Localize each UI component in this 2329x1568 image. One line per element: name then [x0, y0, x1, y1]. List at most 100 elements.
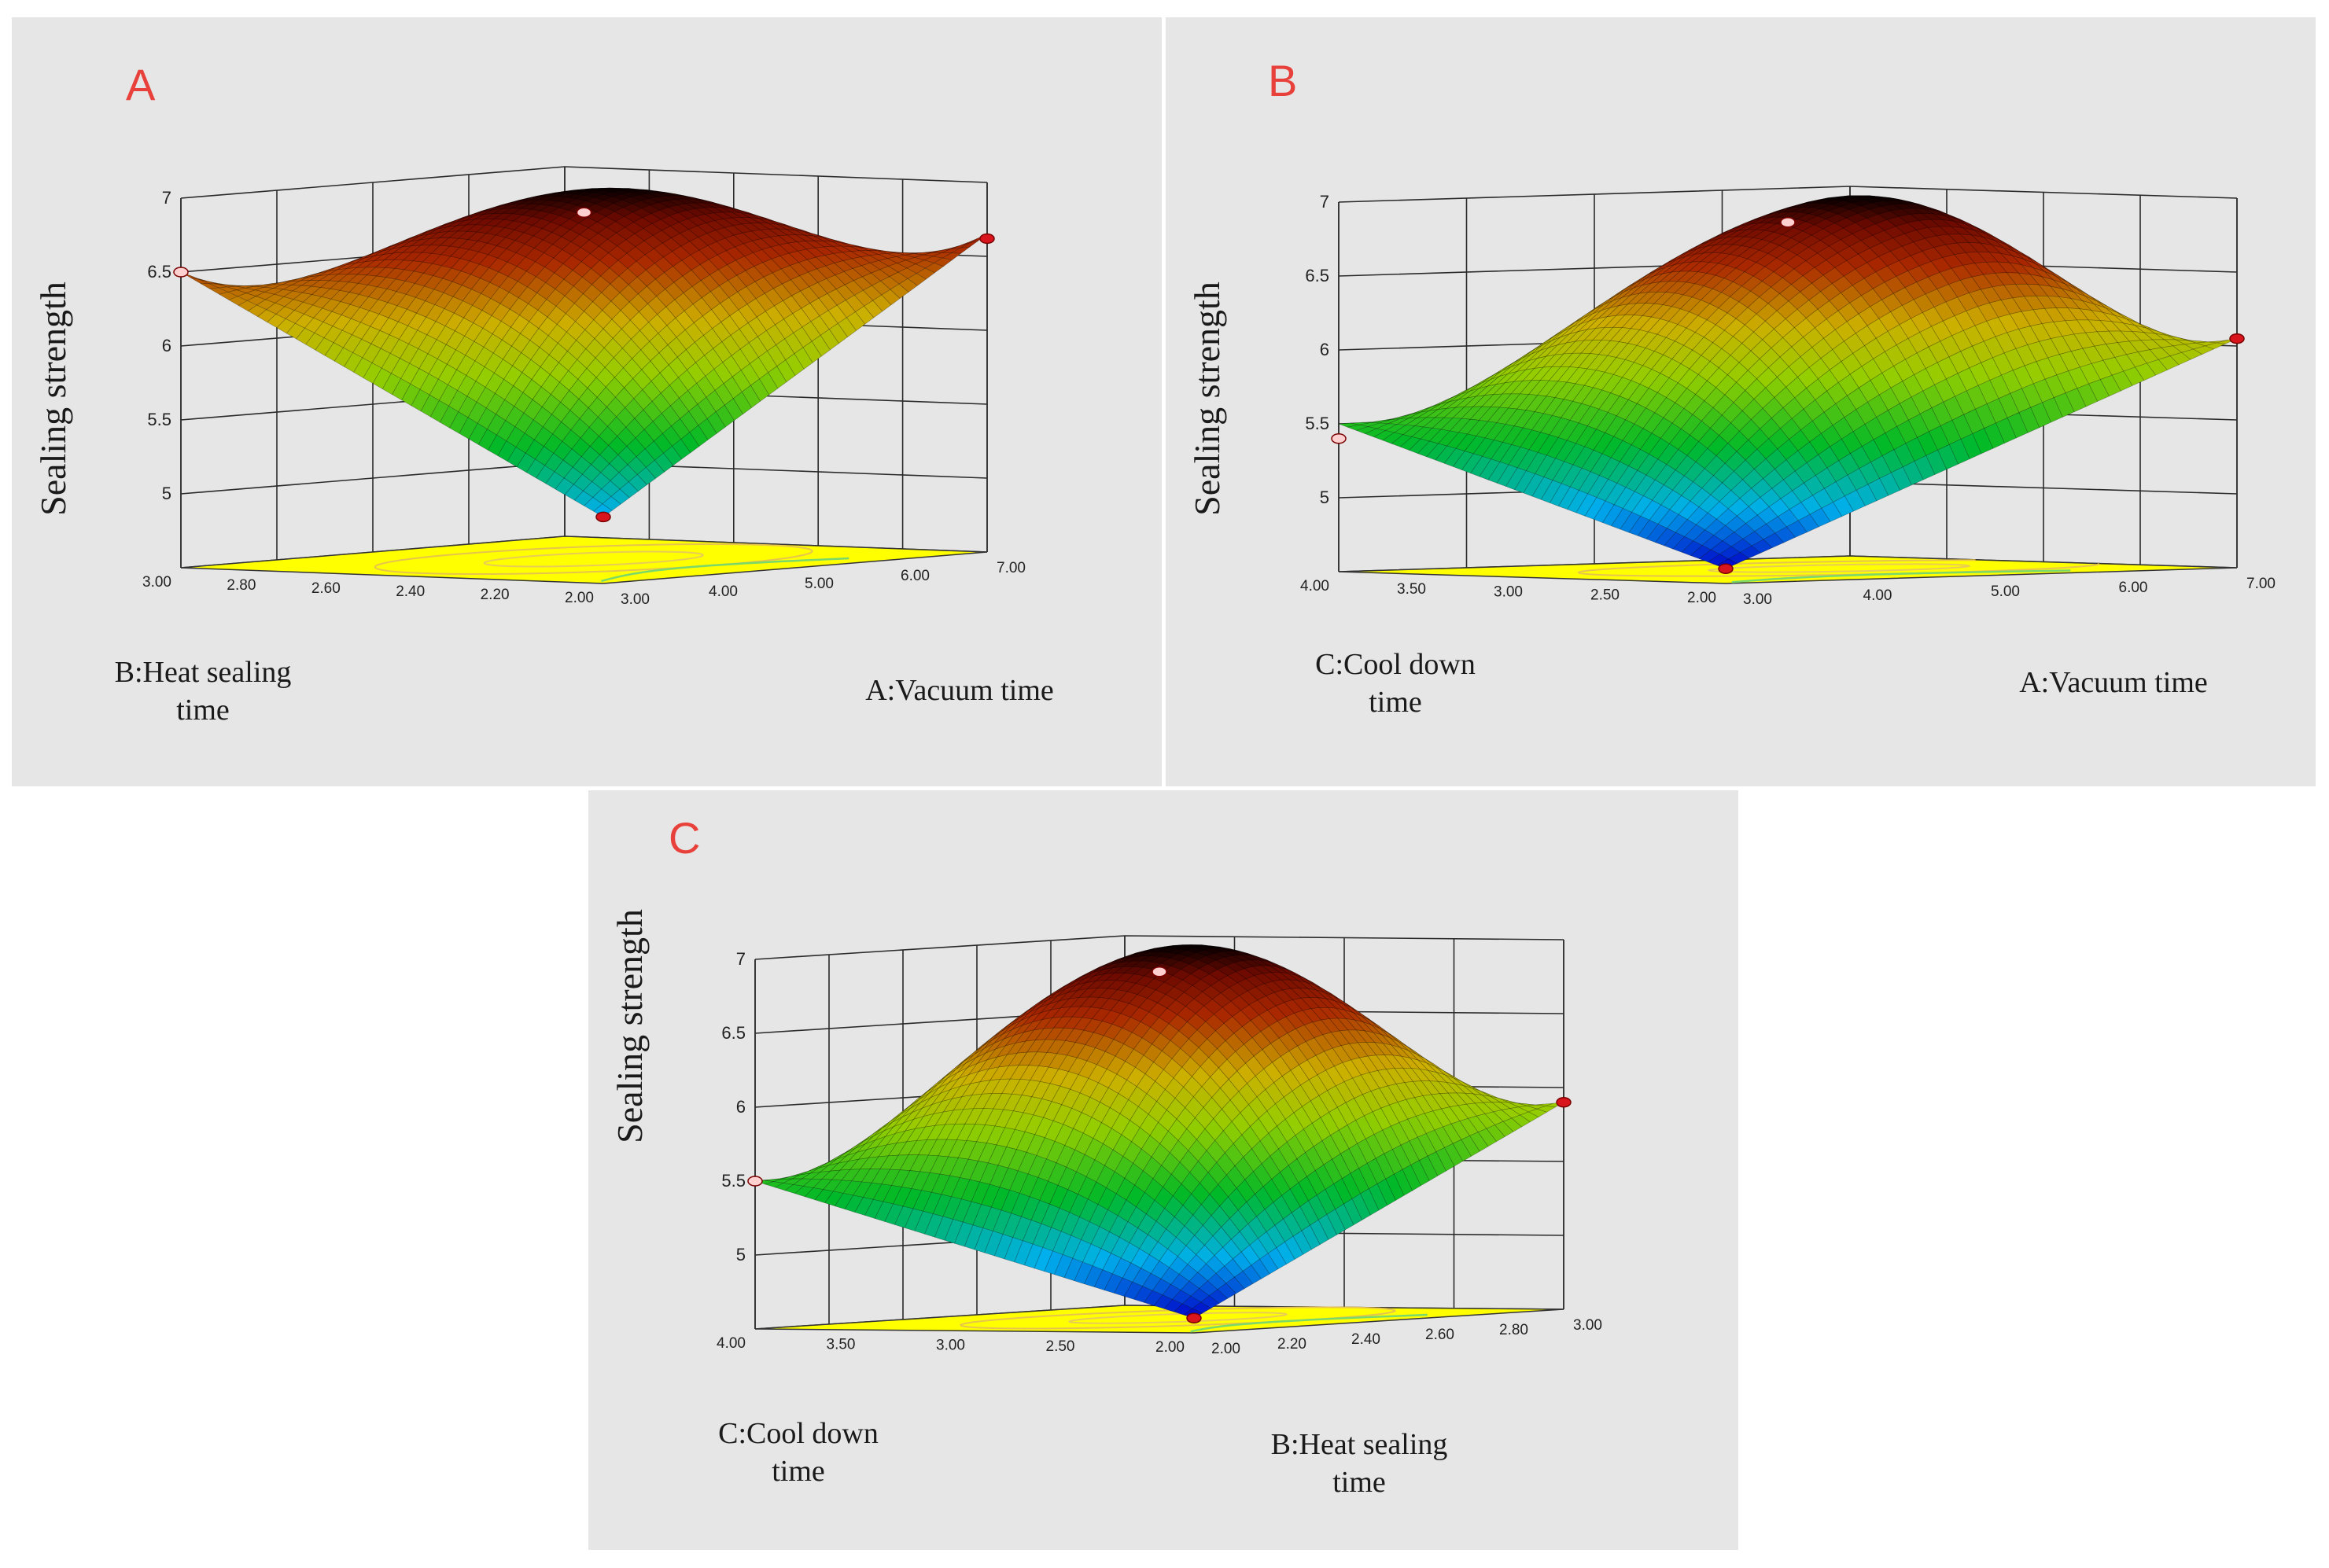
surface-cell: [1624, 278, 1645, 293]
surface-cell: [1802, 202, 1823, 208]
surface-cell: [1844, 490, 1866, 512]
surface-cell: [1734, 229, 1757, 237]
surface-cell: [1017, 1004, 1037, 1018]
surface-cell: [275, 296, 294, 307]
z-tick-label: 5: [162, 484, 171, 503]
surface-cell: [408, 329, 428, 349]
surface-cell: [1604, 315, 1626, 328]
surface-cell: [374, 248, 392, 256]
surface-cell: [2070, 348, 2092, 368]
surface-cell: [1675, 519, 1697, 537]
surface-cell: [1679, 261, 1701, 272]
surface-cell: [417, 316, 437, 336]
surface-cell: [1893, 359, 1914, 382]
surface-cell: [1654, 464, 1676, 485]
surface-cell: [555, 190, 575, 194]
surface-cell: [1694, 319, 1716, 338]
surface-cell: [1885, 425, 1907, 451]
z-tick-label: 7: [162, 188, 171, 208]
surface-cell: [1557, 419, 1579, 441]
surface-cell: [584, 192, 605, 198]
surface-cell: [1277, 966, 1297, 976]
surface-cell: [328, 274, 348, 282]
surface-cell: [374, 252, 394, 261]
surface-cell: [572, 456, 591, 475]
surface-cell: [2010, 388, 2032, 414]
surface-cell: [353, 357, 373, 378]
surface-cell: [462, 289, 482, 306]
surface-cell: [342, 334, 363, 353]
surface-cell: [1895, 222, 1917, 234]
surface-cell: [1960, 433, 1982, 459]
surface-cell: [1093, 964, 1111, 974]
surface-cell: [515, 432, 535, 454]
surface-cell: [1511, 427, 1533, 447]
surface-cell: [867, 248, 886, 252]
surface-cell: [1826, 460, 1848, 483]
surface-cell: [1789, 429, 1811, 451]
surface-cell: [1977, 251, 1999, 263]
y-axis-label: C:Cool down: [1315, 648, 1476, 681]
surface-cell: [406, 296, 426, 314]
surface-cell: [1613, 487, 1635, 509]
surface-cell: [1809, 507, 1831, 528]
surface-cell: [464, 211, 483, 219]
surface-cell: [639, 190, 658, 194]
surface-cell: [1986, 398, 2008, 424]
surface-cell: [1823, 403, 1845, 426]
surface-cell: [2068, 366, 2089, 389]
x-axis-label: A:Vacuum time: [2019, 666, 2208, 699]
surface-cell: [1568, 352, 1591, 368]
surface-cell: [1707, 435, 1729, 456]
surface-cell: [1861, 358, 1883, 381]
surface-cell: [1607, 341, 1629, 358]
surface-cell: [1463, 395, 1486, 407]
surface-cell: [2175, 339, 2197, 345]
surface-cell: [455, 214, 474, 221]
surface-cell: [1341, 1000, 1361, 1014]
surface-cell: [1855, 262, 1877, 279]
surface-cell: [1522, 344, 1543, 359]
z-tick-label: 7: [1320, 192, 1329, 212]
surface-cell: [811, 334, 831, 357]
surface-cell: [1983, 336, 2005, 359]
surface-cell: [1823, 481, 1845, 502]
surface-cell: [1866, 214, 1888, 225]
surface-cell: [2155, 333, 2176, 340]
surface-cell: [1741, 331, 1763, 352]
surface-cell: [2024, 361, 2046, 385]
surface-cell: [1735, 307, 1757, 326]
surface-cell: [579, 407, 599, 428]
surface-cell: [1366, 422, 1389, 429]
y-axis-label: time: [1369, 686, 1422, 719]
surface-cell: [1870, 372, 1892, 396]
surface-cell: [228, 296, 248, 306]
surface-cell: [1373, 430, 1395, 441]
surface-cell: [389, 321, 408, 340]
surface-cell: [1631, 365, 1653, 385]
surface-cell: [1564, 443, 1586, 466]
surface-cell: [1645, 458, 1668, 480]
surface-cell: [1831, 275, 1853, 293]
surface-cell: [2111, 370, 2133, 392]
surface-cell: [950, 246, 971, 254]
surface-cell: [387, 291, 407, 307]
surface-cell: [845, 1141, 864, 1154]
surface-cell: [1970, 234, 1993, 245]
surface-cell: [341, 304, 360, 319]
surface-cell: [537, 193, 557, 197]
surface-cell: [1911, 390, 1933, 414]
surface-cell: [1771, 277, 1792, 294]
surface-cell: [1867, 394, 1889, 418]
y-tick-label: 4.00: [1300, 578, 1329, 594]
panel-letter-b: B: [1268, 56, 1297, 105]
surface-cell: [514, 223, 533, 234]
surface-cell: [400, 344, 419, 364]
surface-cell: [1843, 268, 1865, 286]
surface-cell: [441, 256, 461, 269]
surface-cell: [1491, 442, 1513, 462]
surface-cell: [1323, 988, 1342, 1001]
surface-cell: [1487, 462, 1509, 484]
z-axis-label: Sealing strength: [33, 282, 73, 516]
surface-cell: [465, 218, 486, 226]
